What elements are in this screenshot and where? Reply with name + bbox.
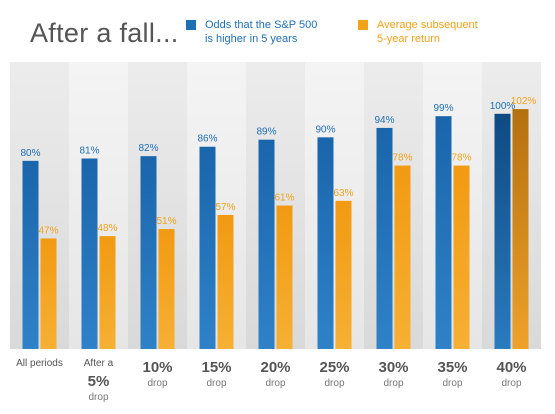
category-label-main: 30% (378, 359, 408, 376)
chart-title: After a fall... (30, 18, 179, 48)
category-label-main: 10% (142, 359, 172, 376)
bar-odds (494, 113, 511, 349)
column-bg (305, 62, 364, 349)
bar-return (512, 109, 529, 349)
column-bg (423, 62, 482, 349)
bar-odds (435, 116, 452, 350)
legend-label-odds-line2: is higher in 5 years (205, 33, 298, 45)
data-label-return: 47% (38, 225, 58, 236)
data-label-odds: 86% (197, 134, 217, 145)
data-label-odds: 99% (433, 103, 453, 114)
bar-layer (22, 109, 529, 350)
data-label-return: 78% (392, 153, 412, 164)
bar-return (394, 165, 411, 349)
data-label-odds: 89% (256, 127, 276, 138)
bar-odds (81, 158, 98, 349)
data-label-return: 63% (333, 188, 353, 199)
category-label-top: All periods (16, 358, 63, 369)
bar-odds (199, 146, 216, 349)
legend-label-return: Average subsequent 5-year return (377, 18, 478, 46)
column-bg (69, 62, 128, 349)
bar-odds (140, 156, 157, 349)
column-bg (187, 62, 246, 349)
bar-odds (22, 160, 39, 349)
data-label-odds: 82% (138, 143, 158, 154)
category-label-bottom: drop (383, 378, 403, 389)
category-label-bottom: drop (324, 378, 344, 389)
category-label-main: 20% (260, 359, 290, 376)
data-label-return: 78% (451, 153, 471, 164)
legend-swatch-odds (186, 20, 196, 30)
bar-odds (317, 137, 334, 349)
data-label-return: 57% (215, 202, 235, 213)
bar-return (217, 214, 234, 349)
legend-label-odds: Odds that the S&P 500 is higher in 5 yea… (205, 18, 317, 46)
data-label-odds: 81% (79, 146, 99, 157)
data-label-return: 48% (97, 223, 117, 234)
category-label-bottom: drop (442, 378, 462, 389)
legend-item-return: Average subsequent 5-year return (358, 18, 478, 46)
category-label-bottom: drop (206, 378, 226, 389)
data-label-return: 51% (156, 216, 176, 227)
data-label-odds: 100% (490, 101, 516, 112)
data-label-odds: 94% (374, 115, 394, 126)
category-label-bottom: drop (265, 378, 285, 389)
column-bg (128, 62, 187, 349)
category-label-bottom: drop (147, 378, 167, 389)
legend-label-return-line1: Average subsequent (377, 19, 478, 31)
bar-return (40, 238, 57, 349)
bar-odds (258, 139, 275, 349)
legend-swatch-return (358, 20, 368, 30)
bar-return (99, 236, 116, 349)
label-layer: 80% 47% All periods 81% 48% After a 5% drop 82% 5… (16, 96, 536, 403)
category-label-main: 5% (88, 373, 110, 390)
bar-return (158, 229, 175, 349)
category-label-main: 15% (201, 359, 231, 376)
category-label-main: 40% (496, 359, 526, 376)
category-label-bottom: drop (501, 378, 521, 389)
category-label-main: 25% (319, 359, 349, 376)
column-bg (482, 62, 541, 349)
data-label-return: 102% (511, 96, 537, 107)
category-label-top: After a (84, 358, 114, 369)
category-label-main: 35% (437, 359, 467, 376)
data-label-return: 61% (274, 193, 294, 204)
category-label-bottom: drop (88, 392, 108, 403)
bar-return (276, 205, 293, 349)
data-label-odds: 80% (20, 148, 40, 159)
column-bg (246, 62, 305, 349)
bar-odds (376, 127, 393, 349)
column-bg (10, 62, 69, 349)
column-bg (364, 62, 423, 349)
legend-label-return-line2: 5-year return (377, 33, 440, 45)
bar-return (335, 200, 352, 349)
legend-label-odds-line1: Odds that the S&P 500 (205, 19, 318, 31)
bar-return (453, 165, 470, 349)
data-label-odds: 90% (315, 124, 335, 135)
column-background-layer (10, 62, 541, 349)
legend-item-odds: Odds that the S&P 500 is higher in 5 yea… (186, 18, 317, 46)
